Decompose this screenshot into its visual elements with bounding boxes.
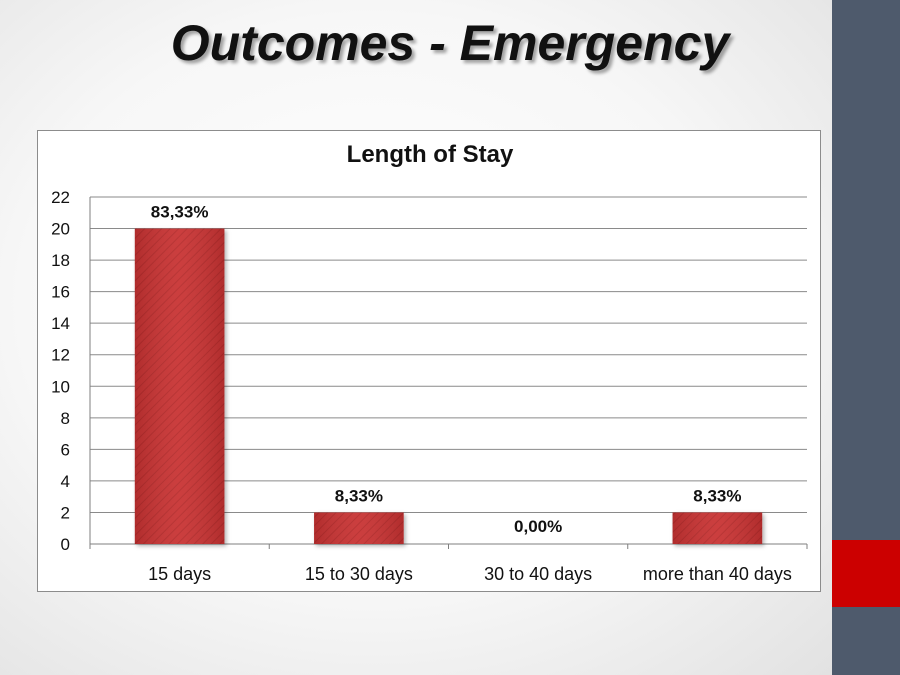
y-tick-label: 16: [51, 283, 70, 302]
slide-title: Outcomes - Emergency: [170, 15, 730, 71]
y-tick-label: 4: [61, 472, 70, 491]
y-tick-label: 6: [61, 440, 70, 459]
bar-chart: 0 2 4 6 8 10 12 14 16 18 20 22 83,33% 15 days 8,33% 15 …: [51, 188, 808, 584]
data-label: 8,33%: [335, 486, 383, 505]
chart-title: Length of Stay: [346, 141, 514, 168]
x-tick-label: 15 to 30 days: [305, 564, 413, 584]
y-tick-label: 22: [51, 188, 70, 207]
y-tick-label: 20: [51, 220, 70, 239]
data-label: 8,33%: [693, 486, 741, 505]
bar-shading: [672, 512, 763, 544]
side-accent-block: [832, 540, 900, 607]
y-tick-label: 12: [51, 346, 70, 365]
y-tick-label: 0: [61, 535, 70, 554]
data-label: 83,33%: [151, 203, 209, 222]
x-tick-label: 15 days: [148, 564, 211, 584]
x-tick-label: more than 40 days: [643, 564, 792, 584]
y-tick-label: 10: [51, 377, 70, 396]
chart-frame: Length of Stay 0 2 4 6 8 10 12 14 16 18 20 22 83,33%…: [37, 130, 821, 592]
y-tick-label: 14: [51, 314, 70, 333]
x-tick-label: 30 to 40 days: [484, 564, 592, 584]
bar-shading: [314, 512, 404, 544]
y-tick-label: 2: [61, 503, 70, 522]
y-tick-label: 8: [61, 409, 70, 428]
y-tick-label: 18: [51, 251, 70, 270]
bar-shading: [134, 228, 225, 544]
data-label: 0,00%: [514, 517, 562, 536]
